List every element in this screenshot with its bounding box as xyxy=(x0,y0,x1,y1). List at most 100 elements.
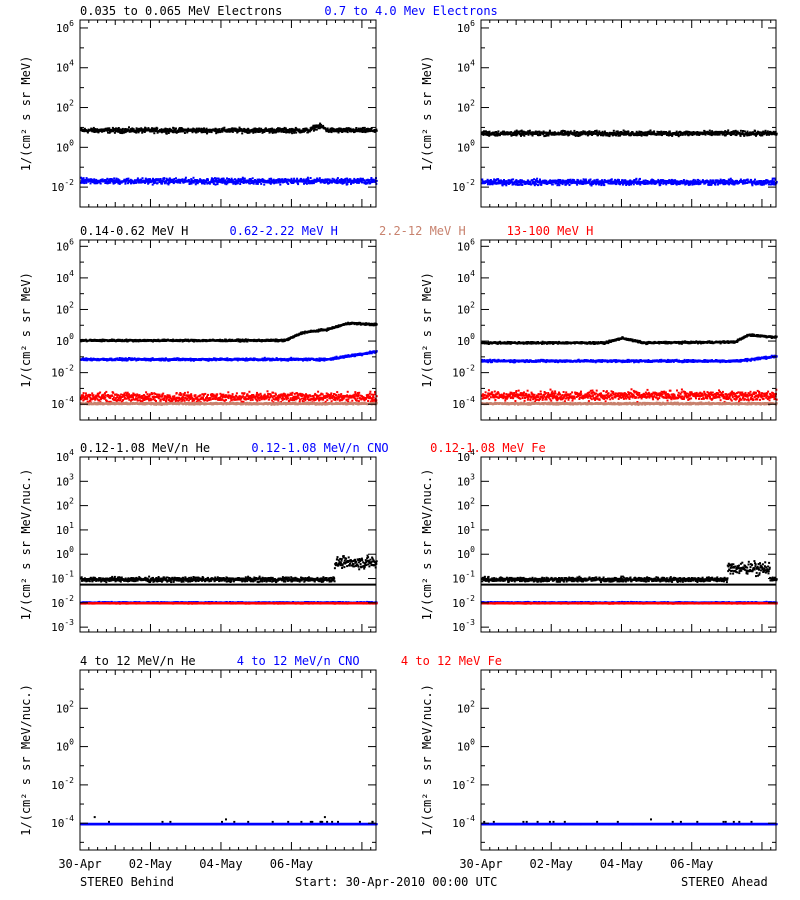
data-point xyxy=(335,178,338,181)
data-point xyxy=(141,177,144,180)
data-point xyxy=(689,183,692,186)
data-point xyxy=(750,179,753,182)
data-point xyxy=(305,180,308,183)
data-point xyxy=(305,182,308,185)
data-point xyxy=(189,181,192,184)
data-point xyxy=(765,133,768,136)
data-point xyxy=(628,183,631,186)
data-point xyxy=(561,131,563,134)
data-point xyxy=(315,128,318,131)
data-point xyxy=(375,323,378,326)
data-point xyxy=(559,179,561,181)
data-point xyxy=(589,178,592,181)
data-point xyxy=(566,180,569,183)
data-point xyxy=(329,127,332,130)
data-point xyxy=(691,183,694,186)
data-point xyxy=(483,130,485,133)
data-point xyxy=(330,131,333,134)
data-point xyxy=(296,181,299,184)
data-point xyxy=(600,184,603,187)
data-point xyxy=(679,182,682,185)
data-point xyxy=(739,132,741,135)
data-point xyxy=(277,127,279,130)
data-point xyxy=(685,130,688,133)
data-point xyxy=(152,127,155,130)
data-point xyxy=(208,128,211,131)
data-point xyxy=(614,179,617,182)
data-point xyxy=(85,181,88,184)
data-point xyxy=(768,183,771,186)
data-point xyxy=(349,178,352,181)
data-point xyxy=(520,134,522,137)
data-point xyxy=(375,179,378,182)
data-point xyxy=(727,129,730,132)
data-point xyxy=(616,130,619,133)
data-point xyxy=(325,329,328,332)
data-point xyxy=(339,179,342,182)
data-point xyxy=(326,181,328,184)
data-point xyxy=(236,182,239,185)
data-point xyxy=(172,127,175,129)
data-point xyxy=(635,133,638,136)
data-point xyxy=(635,177,638,180)
data-point xyxy=(333,179,336,182)
data-point xyxy=(181,178,184,181)
data-point xyxy=(583,130,586,133)
data-point xyxy=(484,181,487,184)
data-point xyxy=(113,181,116,184)
data-point xyxy=(195,181,198,184)
data-point xyxy=(526,182,529,185)
data-point xyxy=(542,133,545,136)
data-point xyxy=(692,181,695,184)
data-point xyxy=(183,132,186,134)
data-point xyxy=(503,179,505,181)
data-point xyxy=(532,180,535,183)
data-point xyxy=(612,133,615,136)
data-point xyxy=(156,182,159,185)
data-point xyxy=(172,131,175,134)
data-point xyxy=(127,177,130,180)
data-point xyxy=(640,134,643,137)
data-point xyxy=(147,357,150,360)
data-point xyxy=(221,130,224,133)
data-point xyxy=(619,183,621,186)
data-point xyxy=(727,181,730,184)
data-point xyxy=(166,182,169,185)
data-point xyxy=(697,178,699,181)
data-point xyxy=(742,181,745,184)
data-point xyxy=(721,181,724,184)
data-point xyxy=(623,133,626,136)
data-point xyxy=(248,131,251,134)
data-point xyxy=(577,135,580,137)
data-point xyxy=(193,340,196,343)
data-point xyxy=(320,123,323,126)
data-point xyxy=(557,132,560,135)
data-point xyxy=(313,126,316,129)
data-point xyxy=(562,179,565,182)
data-point xyxy=(167,132,170,134)
data-point xyxy=(595,129,598,132)
data-point xyxy=(308,179,311,182)
data-point xyxy=(641,131,644,134)
series-points xyxy=(80,122,378,135)
data-point xyxy=(143,131,146,133)
data-point xyxy=(247,128,250,131)
data-point xyxy=(513,132,516,135)
data-point xyxy=(161,180,164,183)
data-point xyxy=(140,128,143,131)
data-point xyxy=(697,183,700,186)
data-point xyxy=(639,177,641,180)
data-point xyxy=(594,130,597,132)
data-point xyxy=(82,180,84,183)
data-point xyxy=(175,359,177,361)
data-point xyxy=(748,134,751,136)
data-point xyxy=(98,181,101,184)
data-point xyxy=(230,179,232,182)
data-point xyxy=(739,129,742,132)
data-point xyxy=(219,178,222,181)
data-point xyxy=(760,180,763,183)
data-point xyxy=(746,130,749,133)
data-point xyxy=(194,183,197,186)
data-point xyxy=(620,182,623,185)
data-point xyxy=(254,131,257,134)
